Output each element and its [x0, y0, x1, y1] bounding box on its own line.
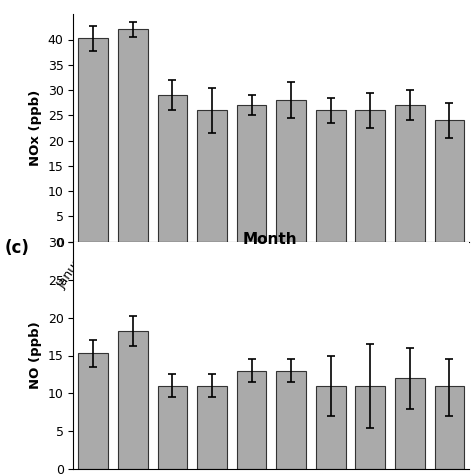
Bar	[118, 331, 148, 469]
Bar	[316, 110, 346, 242]
Bar	[157, 95, 187, 242]
Bar	[435, 386, 465, 469]
Bar	[118, 29, 148, 242]
Bar	[356, 110, 385, 242]
Text: (c): (c)	[5, 239, 29, 257]
Text: Month: Month	[243, 232, 298, 247]
Bar	[237, 371, 266, 469]
Bar	[316, 386, 346, 469]
Bar	[395, 378, 425, 469]
Bar	[197, 386, 227, 469]
Bar	[276, 371, 306, 469]
Bar	[78, 38, 108, 242]
Bar	[395, 105, 425, 242]
Y-axis label: NOx (ppb): NOx (ppb)	[29, 90, 42, 166]
Bar	[356, 386, 385, 469]
Bar	[435, 120, 465, 242]
Bar	[237, 105, 266, 242]
Bar	[78, 353, 108, 469]
Bar	[157, 386, 187, 469]
Bar	[276, 100, 306, 242]
Y-axis label: NO (ppb): NO (ppb)	[29, 322, 42, 389]
Bar	[197, 110, 227, 242]
